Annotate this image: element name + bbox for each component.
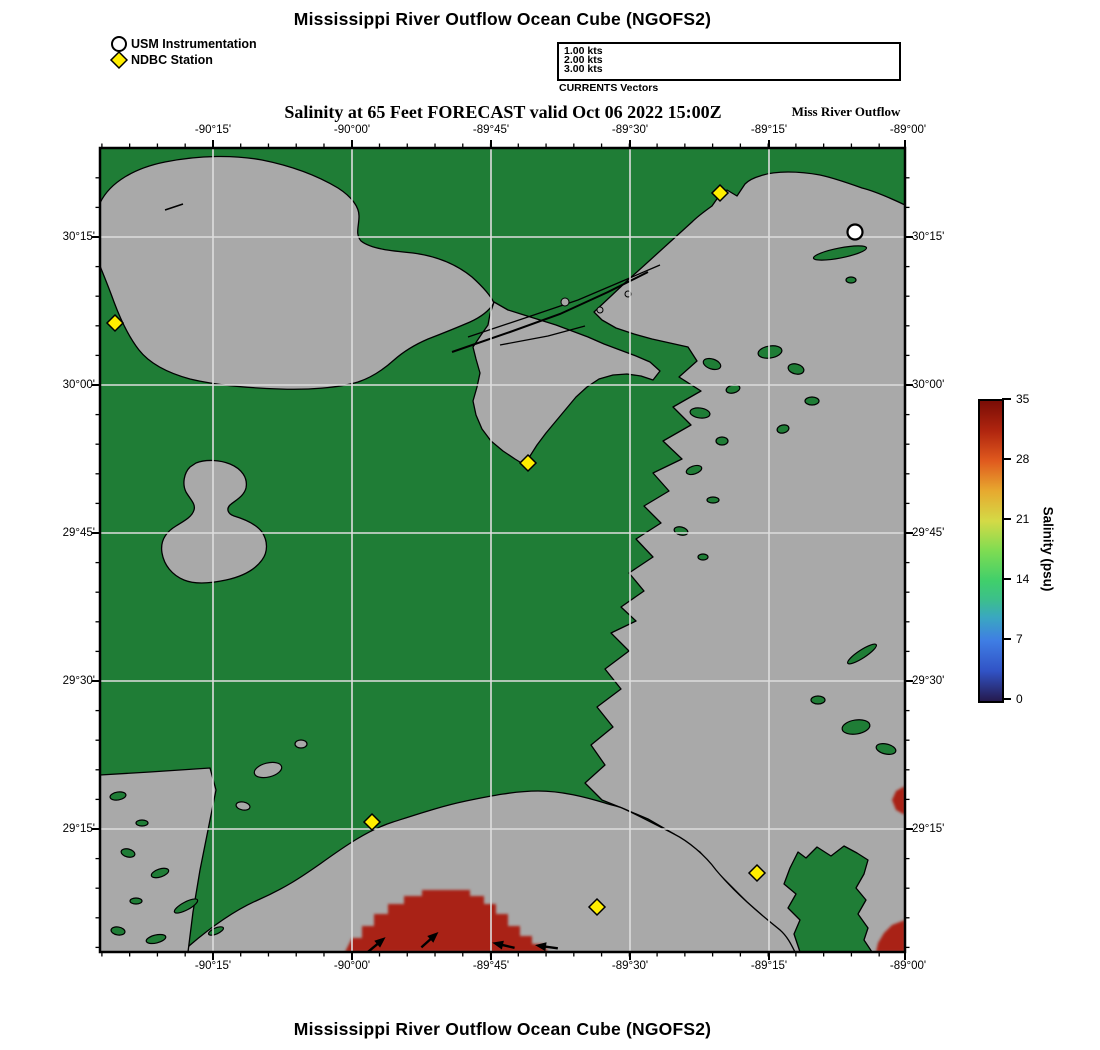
ndbc-station-marker[interactable]	[747, 863, 767, 883]
x-axis-label-top: -90°15'	[194, 124, 232, 136]
colorbar-tick-label: 14	[1016, 572, 1030, 586]
current-arrow	[367, 937, 386, 953]
x-axis-label-bottom: -89°45'	[472, 960, 510, 972]
y-axis-label-left: 29°15'	[62, 823, 95, 835]
axis-ticks	[92, 140, 913, 960]
x-axis-label-top: -89°30'	[611, 124, 649, 136]
inland-lake	[160, 459, 268, 584]
currents-scale-label: 1.00 kts	[564, 44, 603, 57]
marsh-pond	[560, 297, 570, 307]
current-arrow	[535, 942, 559, 952]
marsh-islands	[109, 245, 897, 945]
map-layers	[100, 148, 905, 952]
ndbc-station-marker[interactable]	[587, 897, 607, 917]
x-axis-label-bottom: -89°15'	[750, 960, 788, 972]
x-axis-label-bottom: -90°15'	[194, 960, 232, 972]
bottom-title: Mississippi River Outflow Ocean Cube (NG…	[293, 1019, 712, 1039]
river-channel	[499, 325, 586, 346]
pond	[253, 761, 283, 779]
current-arrow	[492, 940, 515, 950]
colorbar-tick-label: 21	[1016, 512, 1030, 526]
legend-ndbc-label: NDBC Station	[131, 53, 213, 67]
y-axis-label-right: 29°15'	[912, 823, 945, 835]
forecast-subtitle: Salinity at 65 Feet FORECAST valid Oct 0…	[284, 102, 722, 122]
legend-usm-label: USM Instrumentation	[131, 37, 257, 51]
currents-scale-label: 3.00 kts	[564, 62, 603, 75]
station-markers	[105, 183, 864, 917]
x-axis-label-bottom: -89°00'	[889, 960, 927, 972]
ndbc-diamond-icon	[109, 50, 129, 70]
pond	[235, 801, 251, 811]
ndbc-station-marker[interactable]	[105, 313, 125, 333]
high-salinity-region	[345, 786, 905, 952]
x-axis-label-top: -89°15'	[750, 124, 788, 136]
colorbar-tick-label: 28	[1016, 452, 1030, 466]
map-frame	[98, 146, 907, 954]
y-axis-label-right: 30°00'	[912, 379, 945, 391]
colorbar-tick-label: 7	[1016, 632, 1023, 646]
colorbar-tick-label: 0	[1016, 692, 1023, 706]
current-arrow	[420, 931, 439, 949]
currents-caption: CURRENTS Vectors	[559, 82, 659, 94]
gridlines	[100, 148, 905, 952]
x-axis-label-bottom: -90°00'	[333, 960, 371, 972]
currents-scale-box: 1.00 kts 2.00 kts 3.00 kts	[557, 42, 901, 81]
page-title: Mississippi River Outflow Ocean Cube (NG…	[293, 9, 712, 29]
shore-inlet	[164, 203, 184, 211]
currents-scale-label: 2.00 kts	[564, 53, 603, 66]
x-axis-label-top: -89°00'	[889, 124, 927, 136]
usm-station-marker[interactable]	[846, 223, 864, 241]
gulf-water	[184, 790, 796, 952]
current-vector-arrows	[367, 931, 559, 953]
river-channel	[467, 264, 661, 338]
salinity-colorbar	[978, 399, 1004, 703]
y-axis-label-left: 30°15'	[62, 231, 95, 243]
pond	[294, 739, 308, 749]
ndbc-station-marker[interactable]	[518, 453, 538, 473]
y-axis-label-right: 29°30'	[912, 675, 945, 687]
y-axis-label-left: 29°45'	[62, 527, 95, 539]
y-axis-label-right: 30°15'	[912, 231, 945, 243]
x-axis-label-top: -90°00'	[333, 124, 371, 136]
lake-pontchartrain	[100, 155, 495, 390]
x-axis-label-bottom: -89°30'	[611, 960, 649, 972]
ndbc-station-marker[interactable]	[362, 812, 382, 832]
land-delta-marsh	[783, 845, 873, 952]
usm-circle-icon	[111, 36, 127, 52]
outflow-label: Miss River Outflow	[791, 104, 901, 119]
colorbar-axis-label: Salinity (psu)	[1040, 506, 1056, 592]
ndbc-station-marker[interactable]	[710, 183, 730, 203]
y-axis-label-right: 29°45'	[912, 527, 945, 539]
y-axis-label-left: 29°30'	[62, 675, 95, 687]
colorbar-tick-label: 35	[1016, 392, 1030, 406]
x-axis-label-top: -89°45'	[472, 124, 510, 136]
y-axis-label-left: 30°00'	[62, 379, 95, 391]
marsh-pond	[596, 306, 604, 314]
